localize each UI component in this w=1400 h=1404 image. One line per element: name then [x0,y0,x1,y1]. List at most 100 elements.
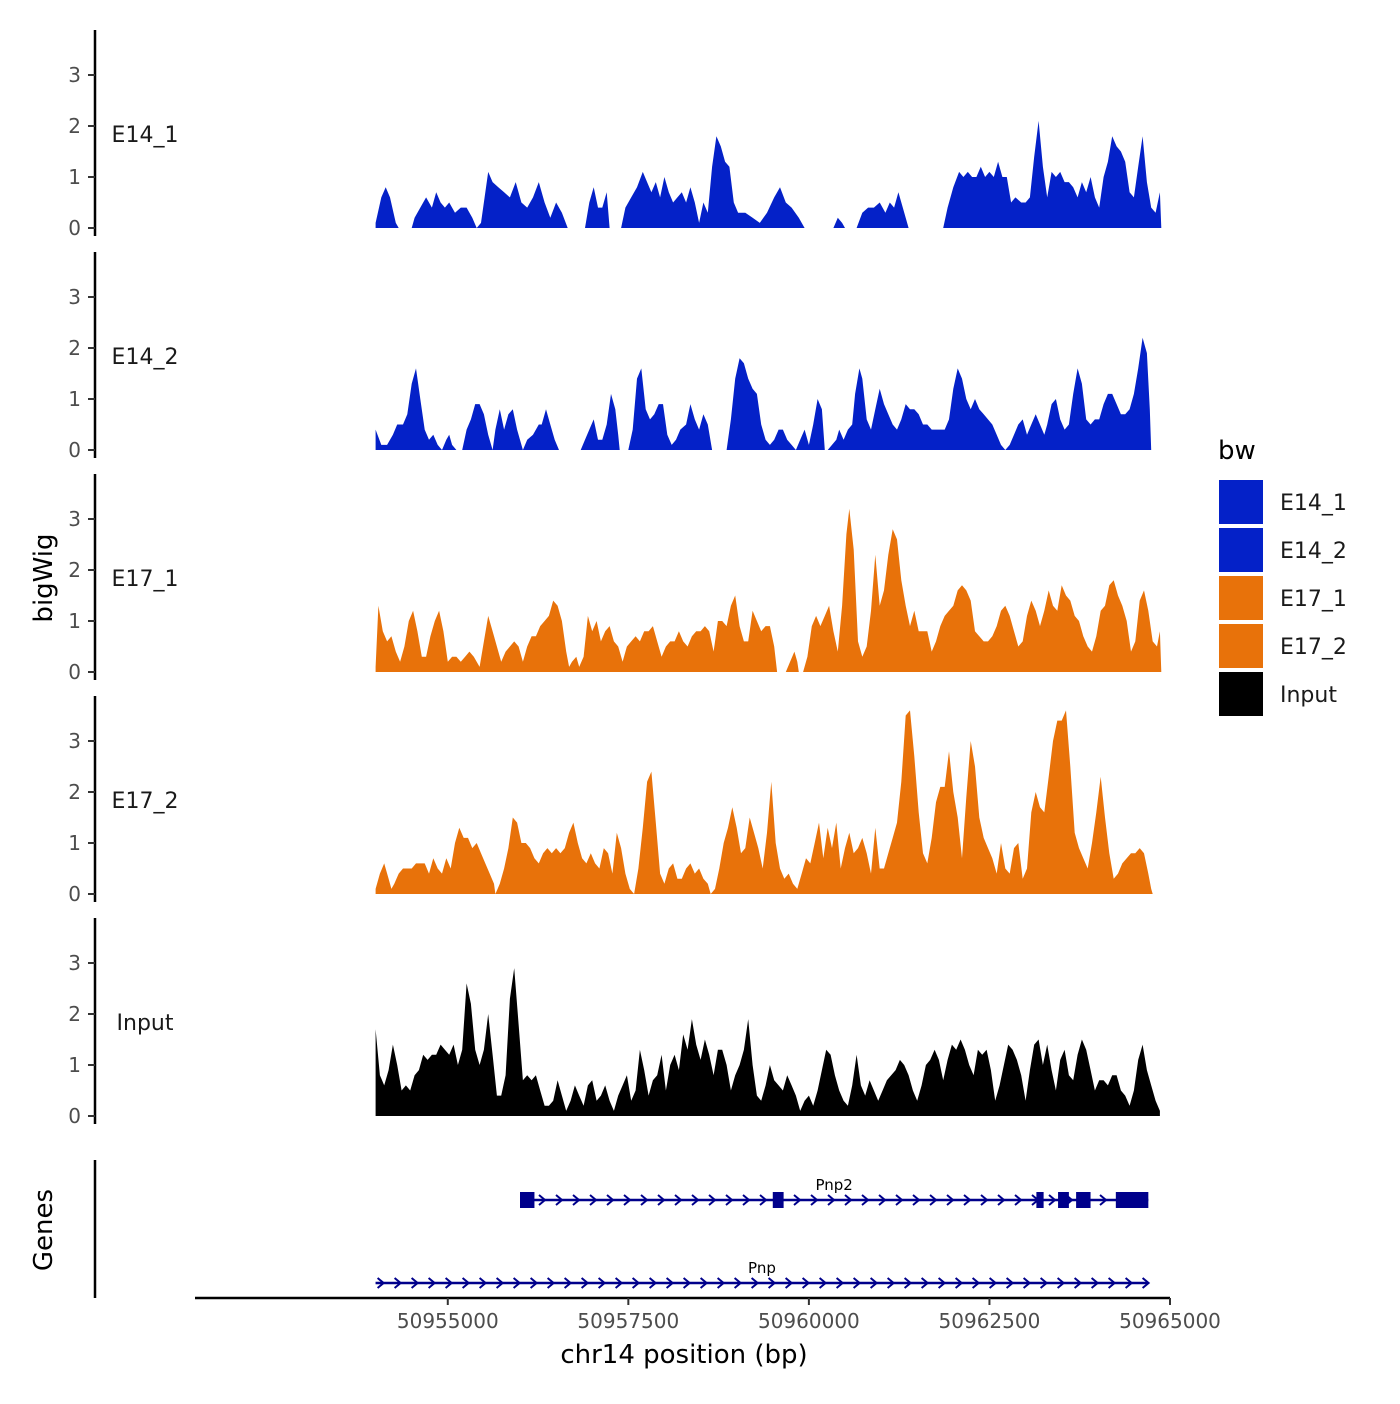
area-Input [375,968,1160,1116]
strand-chevron [725,1194,734,1206]
tracks-layer: 0 1 2 3 E14_1 0 1 2 3 E14_2 0 1 2 3 E17_1 0 1 2 3 E17_2 0 1 2 3… [68,30,1162,1128]
exon [1076,1192,1091,1208]
strand-chevron [750,1277,760,1289]
strand-chevron [1107,1277,1117,1289]
strand-chevron [801,1277,811,1289]
strand-chevron [682,1277,692,1289]
strand-chevron [733,1277,743,1289]
y-axis-title: bigWig [29,533,59,622]
strand-chevron [963,1194,972,1206]
gene-Pnp2: Pnp2 [520,1176,1149,1208]
y-tick-label: 1 [68,165,81,189]
area-E14_2 [375,337,1152,450]
x-tick-label: 50960000 [758,1309,860,1333]
x-tick-label: 50962500 [939,1309,1041,1333]
track-label-E14_2: E14_2 [112,345,179,370]
y-tick-label: 2 [68,558,81,582]
strand-chevron [912,1194,921,1206]
strand-chevron [1099,1194,1108,1206]
strand-chevron [835,1277,845,1289]
x-tick-label: 50957500 [577,1309,679,1333]
y-tick-label: 0 [68,1104,81,1128]
strand-chevron [903,1277,913,1289]
exon [772,1192,784,1208]
x-axis-title: chr14 position (bp) [560,1340,807,1370]
legend-swatch-Input [1219,672,1263,716]
track-panel-Input: 0 1 2 3 Input [68,918,1160,1128]
strand-chevron [555,1194,564,1206]
x-tick-label: 50955000 [397,1309,499,1333]
y-tick-label: 2 [68,114,81,138]
strand-chevron [461,1277,471,1289]
strand-chevron [929,1194,938,1206]
strand-chevron [597,1277,607,1289]
strand-chevron [886,1277,896,1289]
strand-chevron [1039,1277,1049,1289]
legend: bw E14_1 E14_2 E17_1 E17_2 Input [1218,436,1347,716]
legend-label-E14_1: E14_1 [1280,491,1347,516]
strand-chevron [640,1194,649,1206]
strand-chevron [988,1277,998,1289]
strand-chevron [767,1277,777,1289]
strand-chevron [699,1277,709,1289]
strand-chevron [691,1194,700,1206]
strand-chevron [648,1277,658,1289]
legend-swatch-E14_2 [1219,528,1263,572]
strand-chevron [623,1194,632,1206]
track-panel-E17_1: 0 1 2 3 E17_1 [68,474,1162,684]
exon [1036,1192,1044,1208]
track-label-E17_1: E17_1 [112,567,179,592]
strand-chevron [810,1194,819,1206]
y-tick-label: 3 [68,63,81,87]
y-tick-label: 3 [68,951,81,975]
strand-chevron [538,1194,547,1206]
x-axis: 50955000 50957500 50960000 50962500 50965000 [195,1296,1221,1333]
strand-chevron [708,1194,717,1206]
strand-chevron [827,1194,836,1206]
y-tick-label: 0 [68,660,81,684]
legend-label-E14_2: E14_2 [1280,539,1347,564]
strand-chevron [1022,1277,1032,1289]
strand-chevron [1124,1277,1134,1289]
strand-chevron [716,1277,726,1289]
strand-chevron [580,1277,590,1289]
track-panel-E14_2: 0 1 2 3 E14_2 [68,252,1152,462]
strand-chevron [818,1277,828,1289]
gene-track-title: Genes [29,1189,59,1271]
legend-label-E17_2: E17_2 [1280,635,1347,660]
gene-label-Pnp: Pnp [748,1259,776,1277]
strand-chevron [844,1194,853,1206]
strand-chevron [895,1194,904,1206]
strand-chevron [563,1277,573,1289]
gene-label-Pnp2: Pnp2 [815,1176,852,1194]
strand-chevron [997,1194,1006,1206]
strand-chevron [614,1277,624,1289]
y-tick-label: 0 [68,882,81,906]
y-tick-label: 2 [68,336,81,360]
y-tick-label: 0 [68,438,81,462]
strand-chevron [657,1194,666,1206]
strand-chevron [444,1277,454,1289]
legend-label-Input: Input [1280,683,1337,708]
strand-chevron [937,1277,947,1289]
strand-chevron [572,1194,581,1206]
strand-chevron [980,1194,989,1206]
strand-chevron [869,1277,879,1289]
strand-chevron [1005,1277,1015,1289]
x-tick-label: 50965000 [1119,1309,1221,1333]
legend-label-E17_1: E17_1 [1280,587,1347,612]
track-label-E14_1: E14_1 [112,123,179,148]
legend-swatch-E17_1 [1219,576,1263,620]
strand-chevron [759,1194,768,1206]
strand-chevron [793,1194,802,1206]
y-tick-label: 1 [68,1053,81,1077]
strand-chevron [665,1277,675,1289]
strand-chevron [606,1194,615,1206]
y-tick-label: 1 [68,831,81,855]
y-tick-label: 3 [68,507,81,531]
track-label-E17_2: E17_2 [112,789,179,814]
strand-chevron [861,1194,870,1206]
strand-chevron [495,1277,505,1289]
strand-chevron [410,1277,420,1289]
